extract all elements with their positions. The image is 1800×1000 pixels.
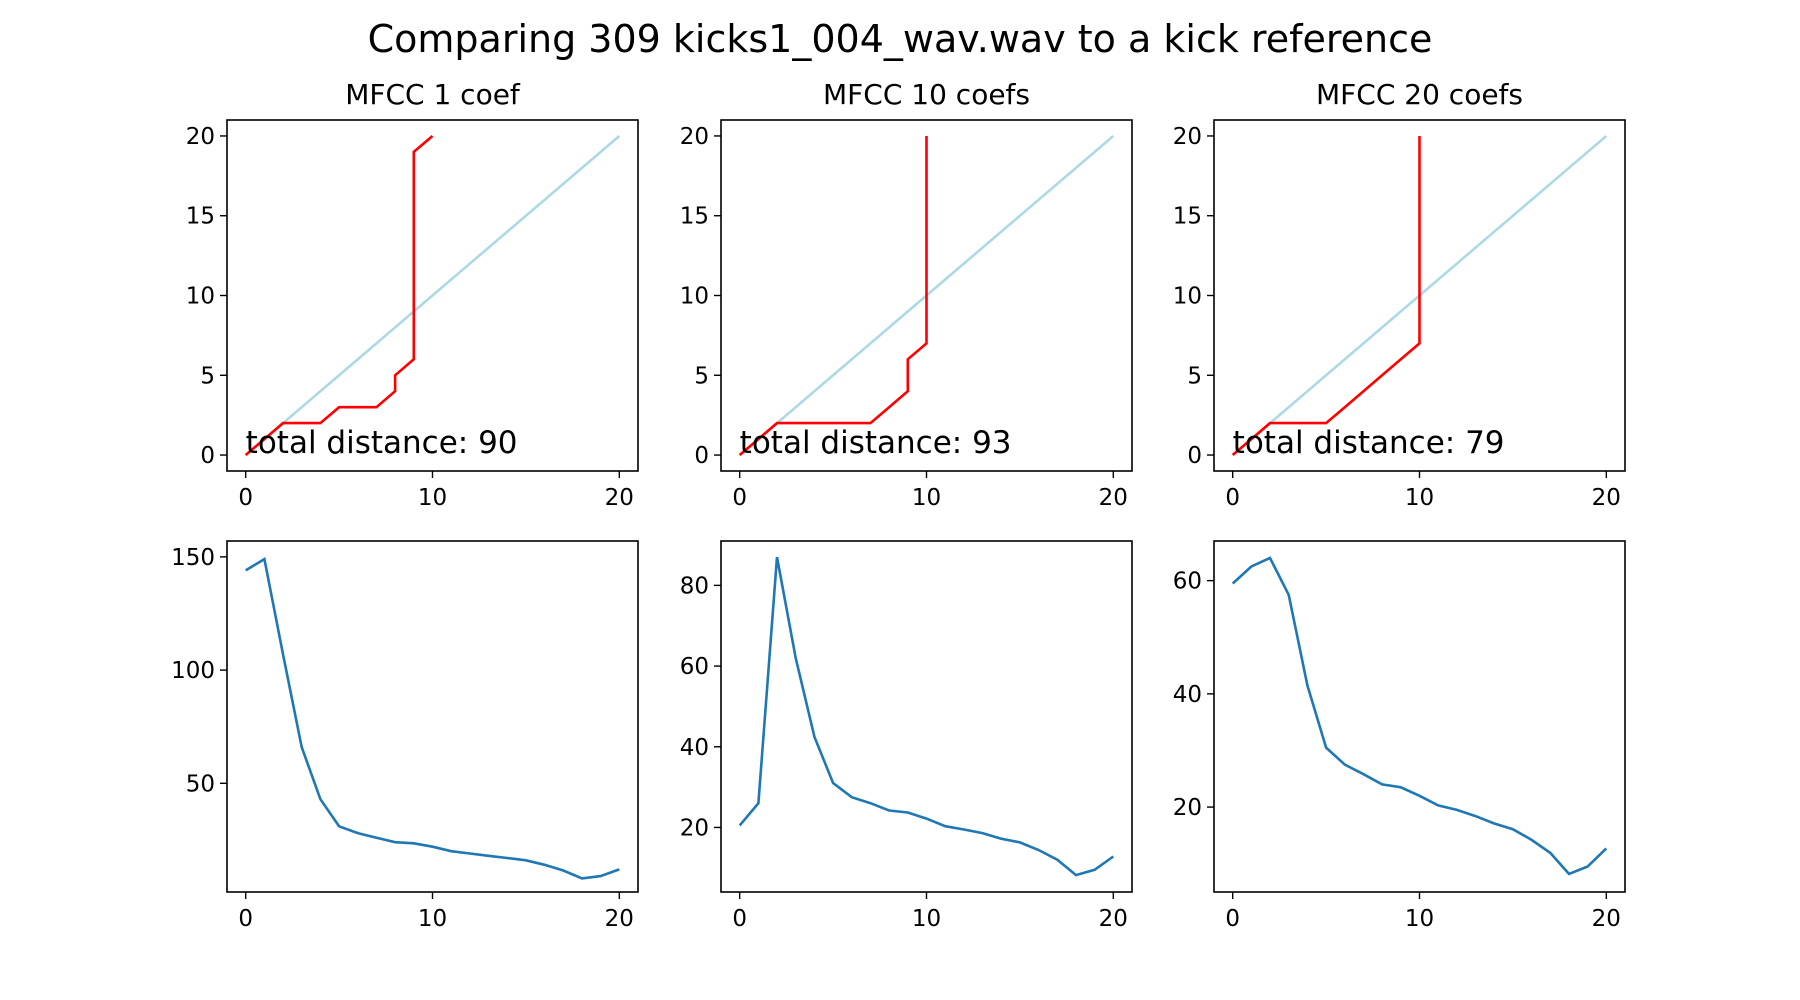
y-tick-label: 20: [1173, 124, 1202, 150]
path-line: [1231, 136, 1421, 456]
x-tick-label: 10: [1405, 906, 1434, 932]
y-tick-label: 15: [680, 204, 709, 230]
y-tick-label: 60: [680, 654, 709, 680]
x-tick-label: 0: [732, 906, 747, 932]
x-tick-label: 10: [1405, 485, 1434, 511]
diagonal-line: [244, 135, 621, 456]
chart-panel-1: 0 10 20 0 5 10 15 20 MFCC 1 coef total distance: …: [186, 78, 639, 511]
x-tick-label: 0: [1225, 485, 1240, 511]
path-line: [244, 135, 434, 456]
subplot-title: MFCC 1 coef: [345, 78, 521, 111]
x-tick-label: 0: [1225, 906, 1240, 932]
y-tick-label: 20: [1173, 795, 1202, 821]
y-tick-label: 150: [171, 545, 215, 571]
total-distance-label: total distance: 79: [1233, 425, 1505, 461]
x-tick-label: 10: [418, 485, 447, 511]
subplot-title: MFCC 20 coefs: [1316, 78, 1523, 111]
y-tick-label: 0: [694, 443, 709, 469]
cost-line: [738, 556, 1115, 877]
x-tick-label: 0: [732, 485, 747, 511]
axes-frame: [226, 540, 639, 893]
x-tick-label: 20: [605, 906, 634, 932]
y-tick-label: 0: [200, 443, 215, 469]
y-tick-label: 60: [1173, 569, 1202, 595]
x-tick-label: 20: [1099, 485, 1128, 511]
axes-frame: [1213, 540, 1626, 893]
chart-panel-5: 0 10 20 20 40 60 80: [680, 540, 1133, 932]
x-tick-label: 20: [1099, 906, 1128, 932]
y-tick-label: 15: [186, 204, 215, 230]
x-tick-label: 10: [912, 906, 941, 932]
y-tick-label: 5: [200, 363, 215, 389]
y-tick-label: 10: [186, 284, 215, 310]
chart-panel-2: 0 10 20 0 5 10 15 20 MFCC 10 coefs total distance…: [680, 78, 1133, 511]
cost-line: [245, 557, 620, 880]
chart-panel-6: 0 10 20 20 40 60: [1173, 540, 1626, 932]
total-distance-label: total distance: 93: [740, 425, 1012, 461]
y-tick-label: 15: [1173, 204, 1202, 230]
y-tick-label: 20: [186, 124, 215, 150]
cost-line: [1231, 556, 1608, 876]
y-tick-label: 20: [680, 815, 709, 841]
y-tick-label: 40: [680, 735, 709, 761]
x-tick-label: 10: [912, 485, 941, 511]
y-tick-label: 10: [1173, 284, 1202, 310]
subplot-title: MFCC 10 coefs: [823, 78, 1030, 111]
y-tick-label: 5: [1187, 363, 1202, 389]
y-tick-label: 80: [680, 573, 709, 599]
chart-panel-4: 0 10 20 50 100 150: [171, 540, 639, 932]
y-tick-label: 40: [1173, 682, 1202, 708]
x-tick-label: 20: [1592, 906, 1621, 932]
y-tick-label: 50: [186, 771, 215, 797]
x-tick-label: 20: [605, 485, 634, 511]
x-tick-label: 0: [238, 906, 253, 932]
y-tick-label: 10: [680, 284, 709, 310]
path-line: [738, 136, 928, 456]
figure-title: Comparing 309 kicks1_004_wav.wav to a ki…: [368, 17, 1433, 61]
y-tick-label: 0: [1187, 443, 1202, 469]
x-tick-label: 20: [1592, 485, 1621, 511]
y-tick-label: 20: [680, 124, 709, 150]
x-tick-label: 10: [418, 906, 447, 932]
total-distance-label: total distance: 90: [246, 425, 518, 461]
x-tick-label: 0: [238, 485, 253, 511]
y-tick-label: 100: [171, 658, 215, 684]
y-tick-label: 5: [694, 363, 709, 389]
chart-panel-3: 0 10 20 0 5 10 15 20 MFCC 20 coefs total distance…: [1173, 78, 1626, 511]
